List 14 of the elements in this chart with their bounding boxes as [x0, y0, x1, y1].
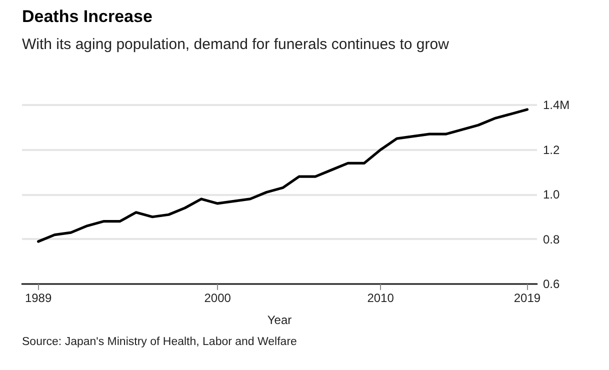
chart-title: Deaths Increase: [22, 7, 152, 26]
x-tick-label: 1989: [24, 291, 52, 305]
y-tick-label: 1.0: [543, 188, 560, 202]
x-tick-label: 2010: [367, 291, 394, 305]
x-axis-title: Year: [267, 313, 292, 327]
y-tick-label: 0.6: [543, 277, 560, 291]
source-note: Source: Japan's Ministry of Health, Labor and Welfare: [22, 336, 297, 348]
line-series: [37, 108, 529, 243]
x-tick-label: 2019: [514, 291, 541, 305]
x-tick-label: 2000: [204, 291, 232, 305]
y-tick-label: 0.8: [543, 232, 560, 246]
chart-subtitle: With its aging population, demand for funerals continues to grow: [22, 36, 450, 53]
y-tick-label: 1.2: [543, 142, 560, 157]
y-tick-label: 1.4M: [543, 98, 570, 112]
